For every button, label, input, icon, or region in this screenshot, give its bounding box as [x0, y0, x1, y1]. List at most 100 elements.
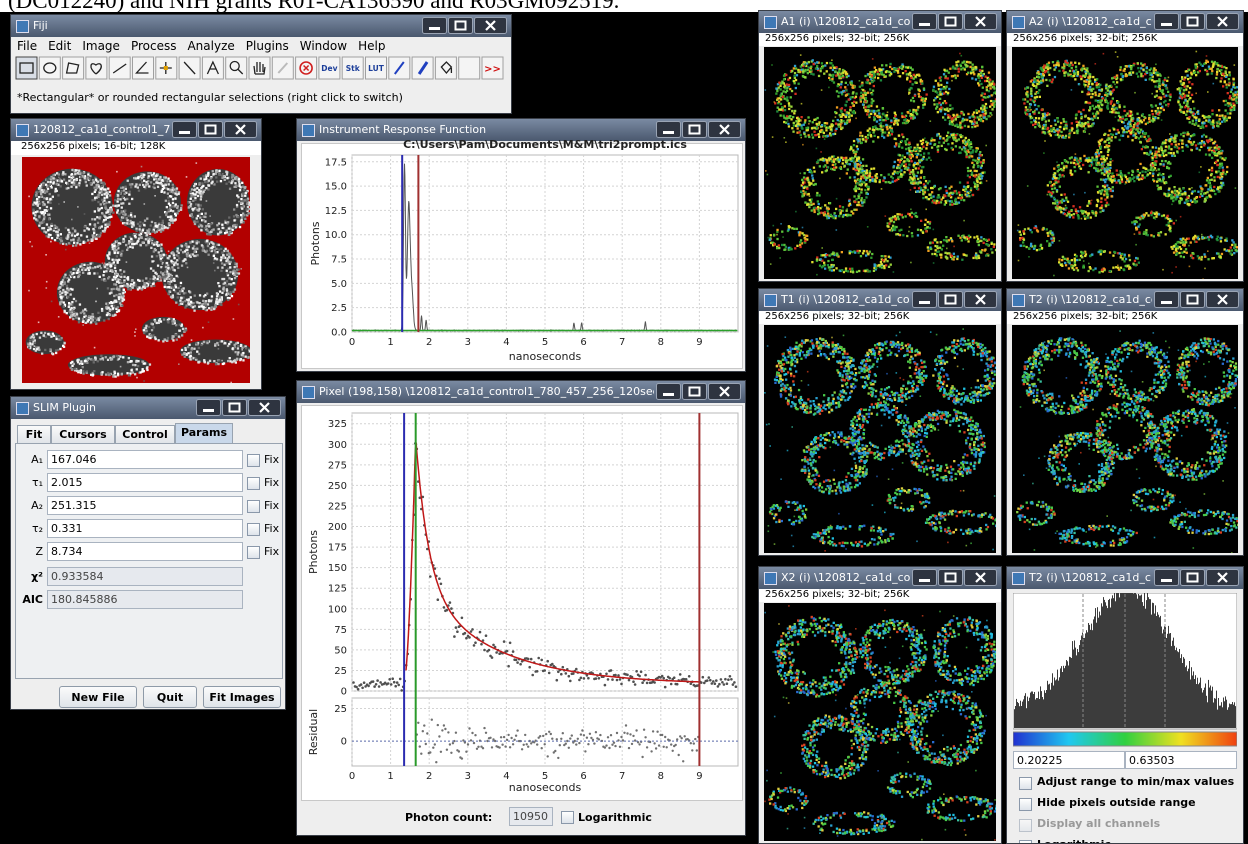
photon-point [388, 678, 391, 681]
menu-item[interactable]: Process [131, 39, 177, 53]
pixel-speck [810, 73, 812, 75]
tool-button[interactable] [16, 57, 37, 79]
tool-button[interactable] [202, 57, 223, 79]
button[interactable]: Quit [143, 686, 197, 708]
pixel-speck [112, 212, 114, 214]
pixel-speck [862, 103, 864, 105]
tool-button[interactable] [39, 57, 60, 79]
pixel-speck [159, 176, 161, 178]
menu-item[interactable]: File [17, 39, 37, 53]
pixel-speck [967, 170, 969, 172]
logarithmic-checkbox[interactable] [561, 811, 574, 824]
maximize-button[interactable] [223, 400, 247, 416]
tool-button[interactable] [226, 57, 247, 79]
fix-label: Fix [264, 545, 279, 558]
residual-point [616, 732, 618, 734]
minimize-button[interactable] [913, 14, 937, 30]
tool-button[interactable]: Stk [342, 57, 363, 79]
menu-item[interactable]: Window [300, 39, 347, 53]
tool-button[interactable] [179, 57, 200, 79]
minimize-button[interactable] [197, 400, 221, 416]
pixel-speck [918, 75, 920, 77]
minimize-glyph [179, 131, 190, 134]
minimize-button[interactable] [423, 18, 447, 34]
tab[interactable]: Params [175, 423, 233, 444]
pixel-speck [923, 156, 925, 158]
minimize-button[interactable] [173, 122, 197, 138]
pixel-speck [45, 209, 47, 211]
pixel-speck [181, 334, 183, 336]
tool-button[interactable] [86, 57, 107, 79]
fix-checkbox[interactable] [247, 477, 260, 490]
param-field[interactable]: 8.734 [47, 542, 243, 561]
fix-checkbox[interactable] [247, 546, 260, 559]
pixel-speck [90, 263, 92, 265]
tool-button[interactable] [296, 57, 317, 79]
fix-checkbox[interactable] [247, 523, 260, 536]
tool-button[interactable]: >> [482, 57, 503, 79]
maximize-button[interactable] [449, 18, 473, 34]
menu-item[interactable]: Analyze [187, 39, 234, 53]
tool-button[interactable] [63, 57, 84, 79]
residual-point [599, 734, 601, 736]
pixel-speck [201, 244, 203, 246]
tool-button[interactable] [156, 57, 177, 79]
fix-checkbox[interactable] [247, 454, 260, 467]
button[interactable]: Fit Images [203, 686, 281, 708]
tool-button[interactable] [412, 57, 433, 79]
tool-button[interactable] [133, 57, 154, 79]
menu-item[interactable]: Help [358, 39, 385, 53]
pixel-speck [104, 197, 106, 199]
param-field[interactable]: 2.015 [47, 473, 243, 492]
menu-item[interactable]: Image [82, 39, 120, 53]
tool-button[interactable] [459, 57, 480, 79]
tool-button[interactable] [249, 57, 270, 79]
param-field[interactable]: 167.046 [47, 450, 243, 469]
pixel-speck [845, 104, 847, 106]
pixel-speck [199, 217, 201, 219]
pixel-speck [915, 112, 917, 114]
menu-item[interactable]: Edit [48, 39, 71, 53]
stat-label: AIC [17, 593, 43, 606]
param-field[interactable]: 0.331 [47, 519, 243, 538]
fix-checkbox[interactable] [247, 500, 260, 513]
tab[interactable]: Control [115, 425, 175, 444]
tool-button[interactable] [272, 57, 293, 79]
button[interactable]: New File [59, 686, 137, 708]
pixel-speck [102, 274, 104, 276]
pixel-speck [39, 208, 41, 210]
pixel-speck [848, 116, 850, 118]
menu-item[interactable]: Plugins [246, 39, 289, 53]
pixel-speck [33, 348, 35, 350]
pixel-speck [862, 139, 864, 141]
tool-button[interactable]: LUT [366, 57, 387, 79]
pixel-speck [62, 174, 64, 176]
pixel-speck [944, 119, 946, 121]
pixel-speck [904, 168, 906, 170]
pixel-speck [875, 110, 877, 112]
desktop: FijiFileEditImageProcessAnalyzePluginsWi… [0, 0, 1248, 844]
tab[interactable]: Cursors [51, 425, 115, 444]
residual-point [498, 746, 500, 748]
photon-point [568, 675, 571, 678]
tool-button[interactable]: Dev [319, 57, 340, 79]
pixel-speck [943, 194, 945, 196]
pixel-speck [89, 223, 91, 225]
pixel-speck [95, 189, 97, 191]
pixel-speck [147, 237, 149, 239]
tool-button[interactable] [109, 57, 130, 79]
pixel-speck [976, 184, 978, 186]
photon-point [668, 677, 671, 680]
pixel-speck [102, 262, 104, 264]
param-field[interactable]: 251.315 [47, 496, 243, 515]
maximize-button[interactable] [939, 14, 963, 30]
minimize-glyph [919, 23, 930, 26]
residual-point [675, 744, 677, 746]
tool-button[interactable] [389, 57, 410, 79]
pixel-speck [816, 123, 818, 125]
pixel-speck [132, 372, 134, 374]
maximize-button[interactable] [199, 122, 223, 138]
residual-point [604, 746, 606, 748]
tab[interactable]: Fit [17, 425, 51, 444]
tool-button[interactable] [435, 57, 456, 79]
